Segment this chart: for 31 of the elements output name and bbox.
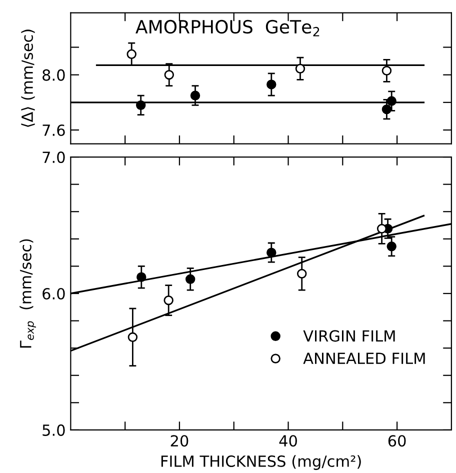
y-axis-title: Γ$_{exp}$ (mm/sec) [20,239,36,348]
point [382,104,392,114]
y-tick-label: 6.0 [42,288,65,300]
point [266,80,276,90]
legend-label: VIRGIN FILM [303,330,395,342]
legend-label: ANNEALED FILM [303,352,425,364]
point [386,242,396,252]
point [128,332,138,342]
point [164,295,174,306]
point [136,100,146,110]
point [296,268,307,279]
y-tick-label: 5.0 [42,424,65,436]
y-tick-label: 7.6 [42,124,65,136]
point [126,49,136,60]
point [295,64,306,74]
annotation: AMORPHOUS GeTe$_{2}$ [136,20,320,36]
y-tick-label: 8.0 [42,69,65,81]
y-tick-label: 7.0 [42,152,65,164]
point [185,274,196,284]
point [376,224,387,234]
x-tick-label: 40 [279,435,297,447]
point [190,90,200,100]
x-tick-label: 20 [170,435,188,447]
x-tick-label: 60 [388,435,406,447]
point [382,66,392,76]
point [164,70,174,80]
point [136,272,146,282]
point [386,96,396,106]
y-axis-title: ⟨Δ⟩ (mm/sec) [21,30,35,127]
point [266,248,276,258]
x-axis-title: FILM THICKNESS (mg/cm²) [161,455,361,470]
